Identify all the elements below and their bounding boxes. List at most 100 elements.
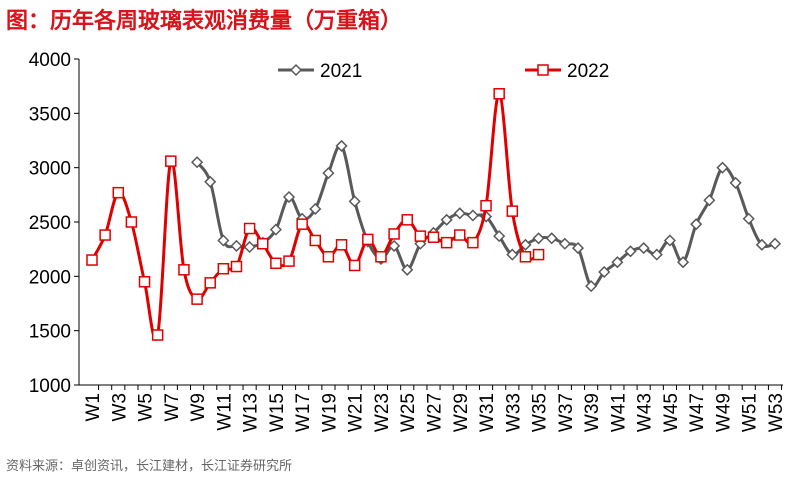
data-point — [637, 242, 650, 255]
data-point — [506, 248, 519, 261]
data-point — [676, 256, 690, 269]
x-tick-label: W21 — [346, 393, 367, 432]
data-point — [453, 207, 466, 220]
source-note: 资料来源：卓创资讯，长江建材，长江证券研究所 — [6, 458, 292, 473]
data-point — [322, 251, 335, 263]
data-point — [217, 234, 230, 247]
data-point — [755, 238, 768, 251]
x-tick-label: W17 — [293, 393, 314, 432]
data-point — [611, 256, 624, 269]
data-point — [362, 233, 374, 246]
y-tick-label: 4000 — [29, 50, 71, 71]
data-point — [165, 155, 177, 167]
data-point — [401, 214, 413, 226]
data-point — [217, 262, 230, 275]
x-tick-label: W33 — [503, 393, 524, 432]
data-point — [585, 280, 598, 293]
x-tick-label: W9 — [188, 393, 209, 422]
data-point — [99, 229, 111, 241]
x-tick-label: W35 — [530, 393, 551, 432]
data-point — [309, 202, 322, 216]
data-point — [545, 232, 558, 245]
legend-label: 2021 — [320, 61, 362, 82]
data-point — [282, 190, 296, 204]
legend-marker — [289, 63, 303, 77]
data-point — [296, 218, 308, 230]
data-point — [768, 237, 782, 250]
data-point — [230, 260, 243, 273]
data-point — [467, 236, 479, 249]
y-tick-label: 3500 — [29, 104, 71, 125]
data-point — [86, 254, 98, 266]
data-point — [388, 228, 400, 240]
legend-marker — [537, 64, 549, 76]
data-point — [335, 239, 348, 251]
x-tick-label: W51 — [740, 393, 761, 432]
x-tick-label: W31 — [477, 393, 498, 432]
data-point — [269, 223, 282, 236]
x-tick-label: W13 — [241, 393, 262, 432]
data-point — [191, 156, 204, 169]
y-tick-label: 2500 — [29, 213, 71, 234]
data-point — [716, 161, 729, 174]
data-point — [191, 293, 203, 305]
data-point — [322, 167, 335, 180]
data-point — [401, 263, 414, 276]
data-point — [729, 176, 742, 189]
data-point — [348, 195, 361, 208]
data-point — [270, 257, 282, 270]
x-tick-label: W3 — [109, 393, 130, 422]
data-point — [571, 242, 585, 255]
data-point — [414, 230, 427, 242]
data-point — [388, 239, 401, 252]
x-tick-label: W37 — [556, 393, 577, 432]
data-point — [624, 245, 637, 258]
data-point — [335, 139, 348, 152]
data-point — [454, 229, 466, 241]
data-point — [440, 236, 453, 249]
data-point — [348, 259, 361, 272]
data-point — [112, 186, 125, 199]
x-tick-label: W45 — [661, 393, 682, 432]
data-point — [742, 212, 755, 225]
y-tick-label: 1500 — [29, 322, 71, 343]
data-point — [204, 277, 216, 289]
data-point — [440, 213, 453, 226]
x-tick-label: W5 — [136, 393, 157, 422]
chart-title: 图：历年各周玻璃表观消费量（万重箱） — [6, 8, 402, 33]
data-point — [506, 205, 519, 217]
data-point — [243, 240, 256, 254]
data-point — [257, 237, 269, 250]
data-point — [558, 237, 571, 250]
x-tick-label: W19 — [319, 393, 340, 432]
x-tick-label: W25 — [398, 393, 419, 432]
data-point — [598, 265, 611, 279]
data-point — [493, 230, 506, 243]
data-point — [466, 209, 479, 222]
data-point — [479, 210, 493, 223]
x-tick-label: W41 — [608, 393, 629, 432]
data-point — [519, 238, 532, 251]
data-point — [532, 248, 545, 261]
x-tick-label: W11 — [214, 393, 235, 431]
data-point — [650, 248, 663, 261]
data-point — [703, 194, 716, 207]
x-tick-label: W23 — [372, 393, 393, 432]
data-point — [230, 239, 243, 252]
x-tick-label: W53 — [766, 393, 787, 432]
data-point — [283, 255, 295, 267]
data-point — [493, 88, 505, 100]
data-point — [519, 251, 532, 263]
x-tick-label: W39 — [582, 393, 603, 432]
data-point — [532, 232, 545, 245]
data-point — [243, 222, 256, 235]
data-point — [663, 234, 676, 247]
x-tick-label: W15 — [267, 393, 288, 432]
y-tick-label: 2000 — [29, 267, 71, 288]
y-tick-label: 1000 — [29, 376, 71, 397]
x-tick-label: W27 — [425, 393, 446, 432]
data-point — [125, 216, 138, 228]
legend-label: 2022 — [567, 61, 609, 82]
data-point — [204, 175, 217, 188]
